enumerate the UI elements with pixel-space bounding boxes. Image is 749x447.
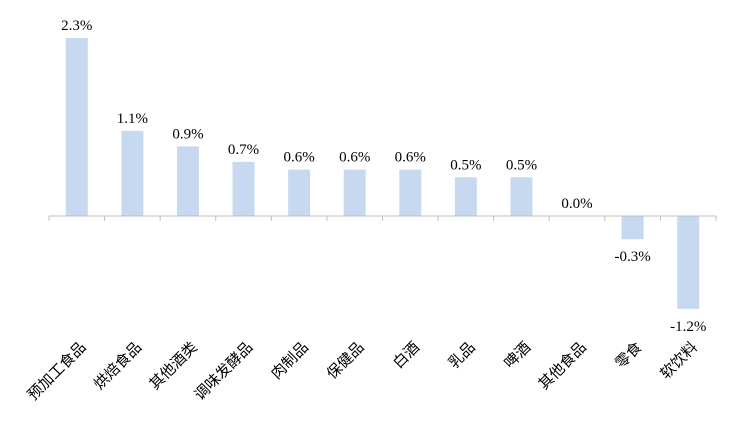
- bar: [677, 216, 700, 309]
- data-label: 0.9%: [172, 126, 203, 142]
- data-label: 1.1%: [117, 111, 148, 127]
- bar: [288, 169, 311, 216]
- bars-group: [65, 37, 700, 309]
- category-label: 其他酒类: [146, 338, 201, 393]
- bar: [343, 169, 366, 216]
- bar: [65, 37, 88, 217]
- data-labels-group: 2.3% 1.1% 0.9% 0.7% 0.6% 0.6% 0.6% 0.5% 0.5% 0.0%…: [61, 18, 706, 335]
- category-label: 啤酒: [500, 338, 534, 372]
- data-label: 0.5%: [450, 157, 481, 173]
- bar: [510, 177, 533, 216]
- data-label: 2.3%: [61, 18, 92, 34]
- bar: [176, 146, 199, 216]
- category-label: 零食: [612, 338, 646, 372]
- data-label: -0.3%: [615, 249, 651, 265]
- category-label: 白酒: [389, 338, 423, 372]
- bar: [621, 216, 644, 240]
- data-label: 0.6%: [339, 150, 370, 166]
- category-label: 软饮料: [656, 338, 701, 383]
- category-label: 肉制品: [267, 338, 312, 383]
- category-label: 其他食品: [535, 338, 590, 393]
- bar: [121, 130, 144, 216]
- data-label: 0.6%: [395, 150, 426, 166]
- data-label: 0.0%: [561, 196, 592, 212]
- data-label: -1.2%: [670, 319, 706, 335]
- category-label: 预加工食品: [24, 338, 90, 404]
- data-label: 0.7%: [228, 142, 259, 158]
- category-label: 调味发酵品: [191, 338, 257, 404]
- category-label: 烘焙食品: [90, 338, 145, 393]
- axis-ticks-group: [48, 216, 717, 221]
- category-label: 保健品: [323, 338, 368, 383]
- bar: [399, 169, 422, 216]
- data-label: 0.5%: [506, 157, 537, 173]
- bar: [454, 177, 477, 216]
- data-label: 0.6%: [284, 150, 315, 166]
- bar: [232, 161, 255, 216]
- category-label: 乳品: [445, 338, 479, 372]
